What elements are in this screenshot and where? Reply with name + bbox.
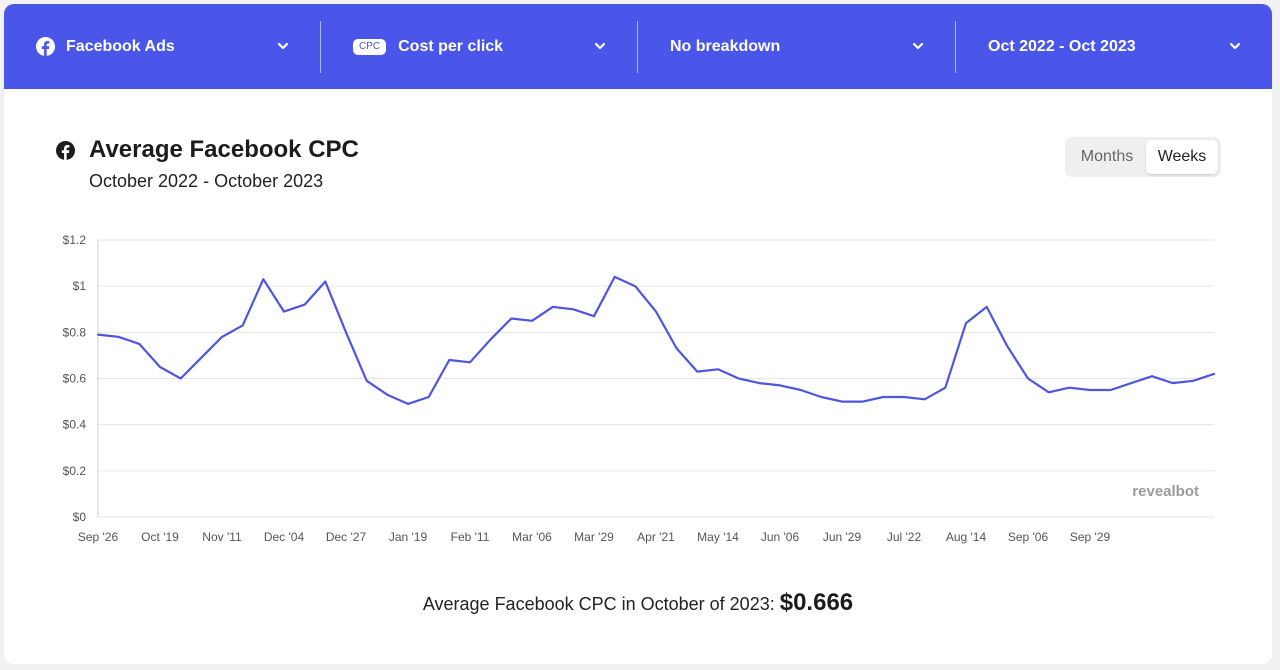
date-range-label: Oct 2022 - Oct 2023: [988, 37, 1136, 55]
breakdown-dropdown[interactable]: No breakdown: [637, 4, 955, 89]
x-tick-label: Mar '29: [574, 530, 614, 544]
x-tick-label: Feb '11: [451, 530, 490, 544]
x-tick-label: Mar '06: [512, 530, 552, 544]
x-tick-label: Aug '14: [946, 530, 987, 544]
breakdown-label: No breakdown: [670, 37, 781, 55]
period-toggle: Months Weeks: [1065, 137, 1221, 177]
x-tick-label: May '14: [697, 530, 739, 544]
cpc-line-chart: $0 $0.2 $0.4 $0.6 $0.8 $1 $1.2 Sep '26 Oct '19 N…: [63, 233, 1216, 544]
y-tick-label: $1.2: [63, 233, 87, 247]
x-tick-label: Oct '19: [141, 530, 179, 544]
chart-title: Average Facebook CPC: [89, 136, 359, 163]
revealbot-watermark: revealbot: [1132, 483, 1199, 500]
y-tick-label: $0.8: [63, 325, 87, 339]
platform-dropdown[interactable]: Facebook Ads: [4, 4, 320, 89]
toggle-weeks[interactable]: Weeks: [1146, 140, 1218, 174]
x-tick-label: Jun '29: [823, 530, 862, 544]
facebook-icon: [56, 140, 75, 160]
summary-value: $0.666: [779, 589, 854, 616]
chart-card: Facebook Ads CPC Cost per click No break…: [4, 4, 1272, 664]
chevron-down-icon: [912, 42, 924, 50]
toggle-months[interactable]: Months: [1080, 148, 1134, 165]
metric-dropdown[interactable]: CPC Cost per click: [320, 4, 637, 89]
x-tick-label: Jun '06: [761, 530, 800, 544]
x-tick-label: Apr '21: [637, 530, 675, 544]
date-range-dropdown[interactable]: Oct 2022 - Oct 2023: [955, 4, 1272, 89]
chevron-down-icon: [277, 42, 289, 50]
cpc-series-line: [96, 275, 1216, 405]
cpc-badge: CPC: [353, 38, 387, 55]
y-tick-label: $0.2: [63, 464, 87, 478]
x-tick-label: Jul '22: [887, 530, 922, 544]
chart-subtitle: October 2022 - October 2023: [89, 171, 324, 191]
x-tick-label: Sep '29: [1070, 530, 1111, 544]
chevron-down-icon: [1229, 42, 1241, 50]
chart-title-row: Average Facebook CPC: [56, 136, 359, 164]
chevron-down-icon: [594, 42, 606, 50]
x-tick-label: Sep '06: [1008, 530, 1049, 544]
platform-label: Facebook Ads: [66, 37, 175, 55]
x-tick-label: Dec '04: [264, 530, 305, 544]
summary-text: Average Facebook CPC in October of 2023:: [422, 594, 775, 614]
x-tick-label: Dec '27: [326, 530, 367, 544]
y-tick-label: $0.4: [63, 418, 87, 432]
facebook-icon: [36, 37, 55, 56]
x-tick-label: Jan '19: [389, 530, 428, 544]
metric-label: Cost per click: [398, 37, 504, 55]
y-tick-label: $1: [73, 279, 87, 293]
y-tick-label: $0.6: [63, 372, 87, 386]
filter-toolbar: Facebook Ads CPC Cost per click No break…: [4, 4, 1272, 89]
y-tick-label: $0: [73, 510, 87, 524]
x-tick-label: Sep '26: [78, 530, 119, 544]
x-tick-label: Nov '11: [202, 530, 242, 544]
summary-line: Average Facebook CPC in October of 2023:…: [4, 589, 1272, 617]
